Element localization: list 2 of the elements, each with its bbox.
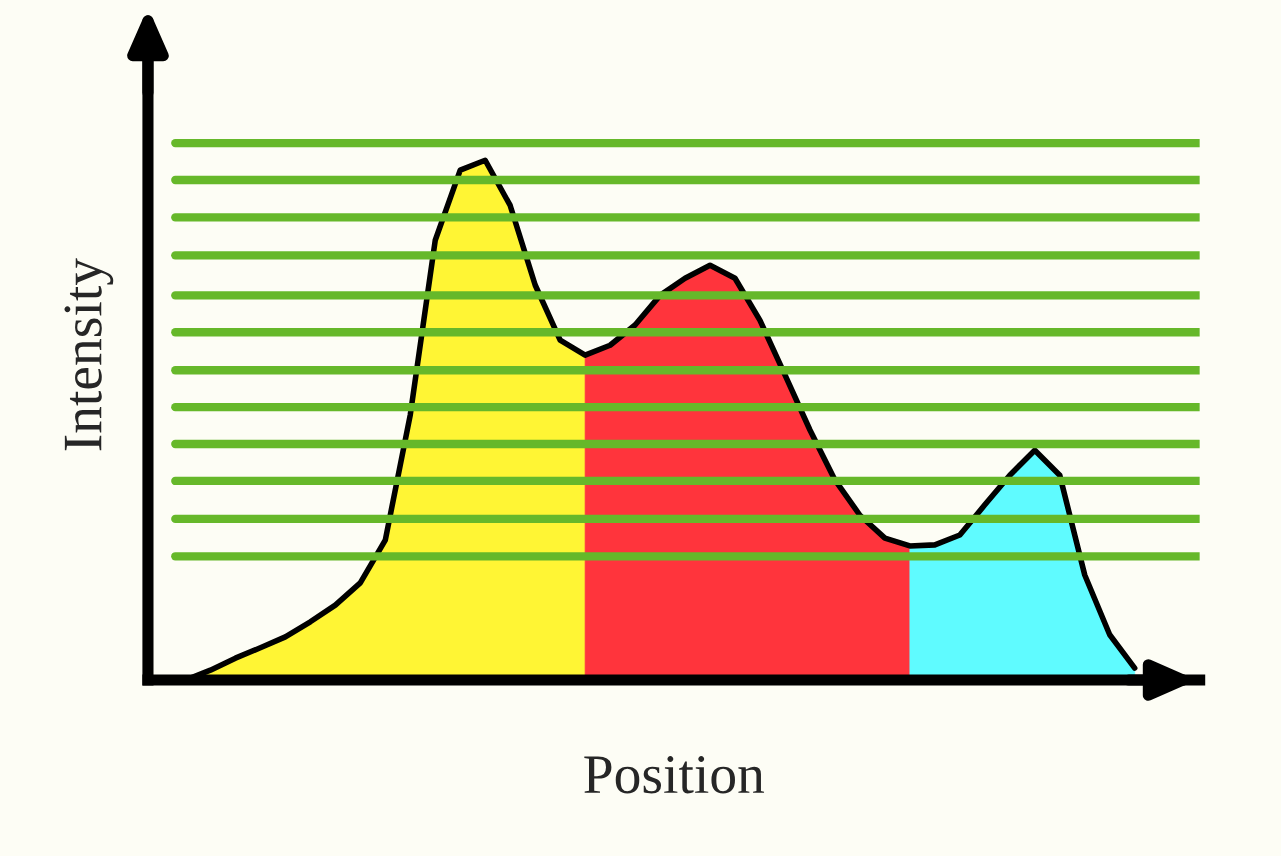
- x-axis-title: Position: [584, 756, 765, 794]
- y-axis-title: Intensity: [64, 258, 114, 451]
